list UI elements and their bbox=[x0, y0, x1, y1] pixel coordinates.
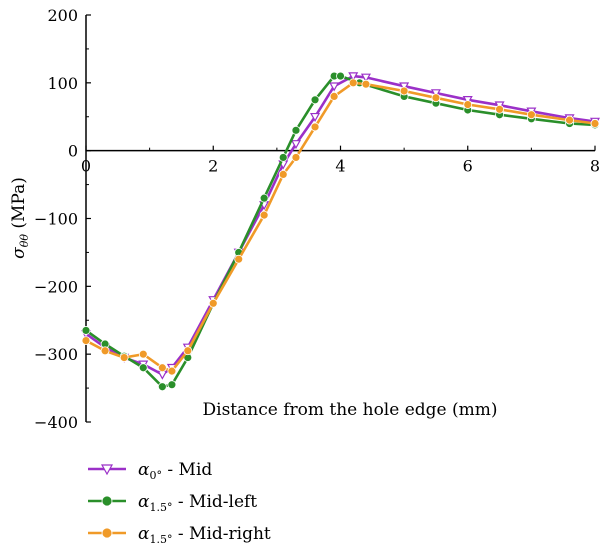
data-point bbox=[278, 153, 288, 162]
y-ticks: −400 −300 −200 −100 0 100 200 bbox=[34, 6, 91, 432]
data-point bbox=[138, 363, 148, 373]
legend: α0° - Mid α1.5° - Mid-left α1.5° - Mid-rig… bbox=[88, 460, 271, 546]
x-tick-label: 0 bbox=[81, 157, 91, 176]
data-point bbox=[259, 210, 269, 220]
x-ticks: 0 2 4 6 8 bbox=[81, 145, 600, 176]
data-point bbox=[290, 140, 301, 150]
data-point bbox=[234, 254, 244, 264]
data-point bbox=[463, 100, 473, 109]
y-tick-label: −200 bbox=[34, 277, 78, 296]
x-tick-label: 8 bbox=[590, 157, 600, 176]
series-line bbox=[85, 81, 596, 373]
data-point bbox=[291, 153, 301, 162]
data-point bbox=[360, 73, 371, 83]
series bbox=[81, 71, 600, 392]
data-point bbox=[157, 370, 168, 380]
data-point bbox=[310, 122, 320, 132]
y-tick-label: −300 bbox=[34, 345, 78, 364]
data-point bbox=[208, 298, 218, 308]
data-point bbox=[100, 464, 114, 476]
data-point bbox=[291, 125, 301, 135]
data-point bbox=[259, 193, 269, 203]
data-point bbox=[157, 382, 167, 392]
data-point bbox=[526, 110, 536, 120]
y-tick-label: 100 bbox=[47, 74, 78, 93]
svg-text:σθθ (MPa): σθθ (MPa) bbox=[9, 177, 31, 259]
data-point bbox=[101, 495, 113, 507]
data-point bbox=[565, 115, 574, 125]
data-point bbox=[81, 326, 91, 335]
y-tick-label: 200 bbox=[47, 6, 78, 25]
data-point bbox=[348, 72, 359, 82]
data-point bbox=[310, 112, 321, 122]
series bbox=[81, 78, 600, 376]
x-tick-label: 4 bbox=[335, 157, 345, 176]
data-point bbox=[167, 366, 177, 376]
data-point bbox=[310, 95, 320, 105]
data-point bbox=[590, 119, 600, 128]
legend-item: α0° - Mid bbox=[88, 460, 212, 482]
data-point bbox=[336, 71, 345, 81]
legend-item: α1.5° - Mid-right bbox=[88, 524, 271, 546]
legend-label: α1.5° - Mid-left bbox=[138, 492, 257, 514]
data-point bbox=[361, 79, 371, 89]
x-axis-title: Distance from the hole edge (mm) bbox=[203, 400, 498, 420]
series-line bbox=[85, 74, 596, 377]
y-tick-label: 0 bbox=[68, 142, 78, 161]
data-point bbox=[119, 353, 129, 362]
data-point bbox=[167, 380, 177, 390]
data-point bbox=[431, 93, 441, 103]
legend-label: α0° - Mid bbox=[138, 460, 212, 482]
data-point bbox=[495, 104, 504, 114]
x-tick-label: 6 bbox=[463, 157, 473, 176]
data-point bbox=[101, 527, 113, 539]
legend-item: α1.5° - Mid-left bbox=[88, 492, 257, 514]
legend-label: α1.5° - Mid-right bbox=[138, 524, 271, 546]
data-point bbox=[81, 336, 91, 346]
data-point bbox=[100, 346, 110, 356]
data-point bbox=[278, 170, 288, 179]
data-point bbox=[157, 363, 167, 373]
y-tick-label: −400 bbox=[34, 413, 78, 432]
data-point bbox=[329, 92, 339, 101]
data-point bbox=[138, 349, 148, 359]
data-point bbox=[329, 82, 340, 92]
y-axis-title: σθθ (MPa) bbox=[9, 177, 31, 259]
y-tick-label: −100 bbox=[34, 210, 78, 229]
data-point bbox=[183, 346, 193, 356]
series-layer bbox=[80, 71, 600, 392]
data-point bbox=[399, 86, 409, 96]
x-tick-label: 2 bbox=[208, 157, 218, 176]
series-line bbox=[85, 74, 596, 389]
data-point bbox=[348, 78, 358, 88]
